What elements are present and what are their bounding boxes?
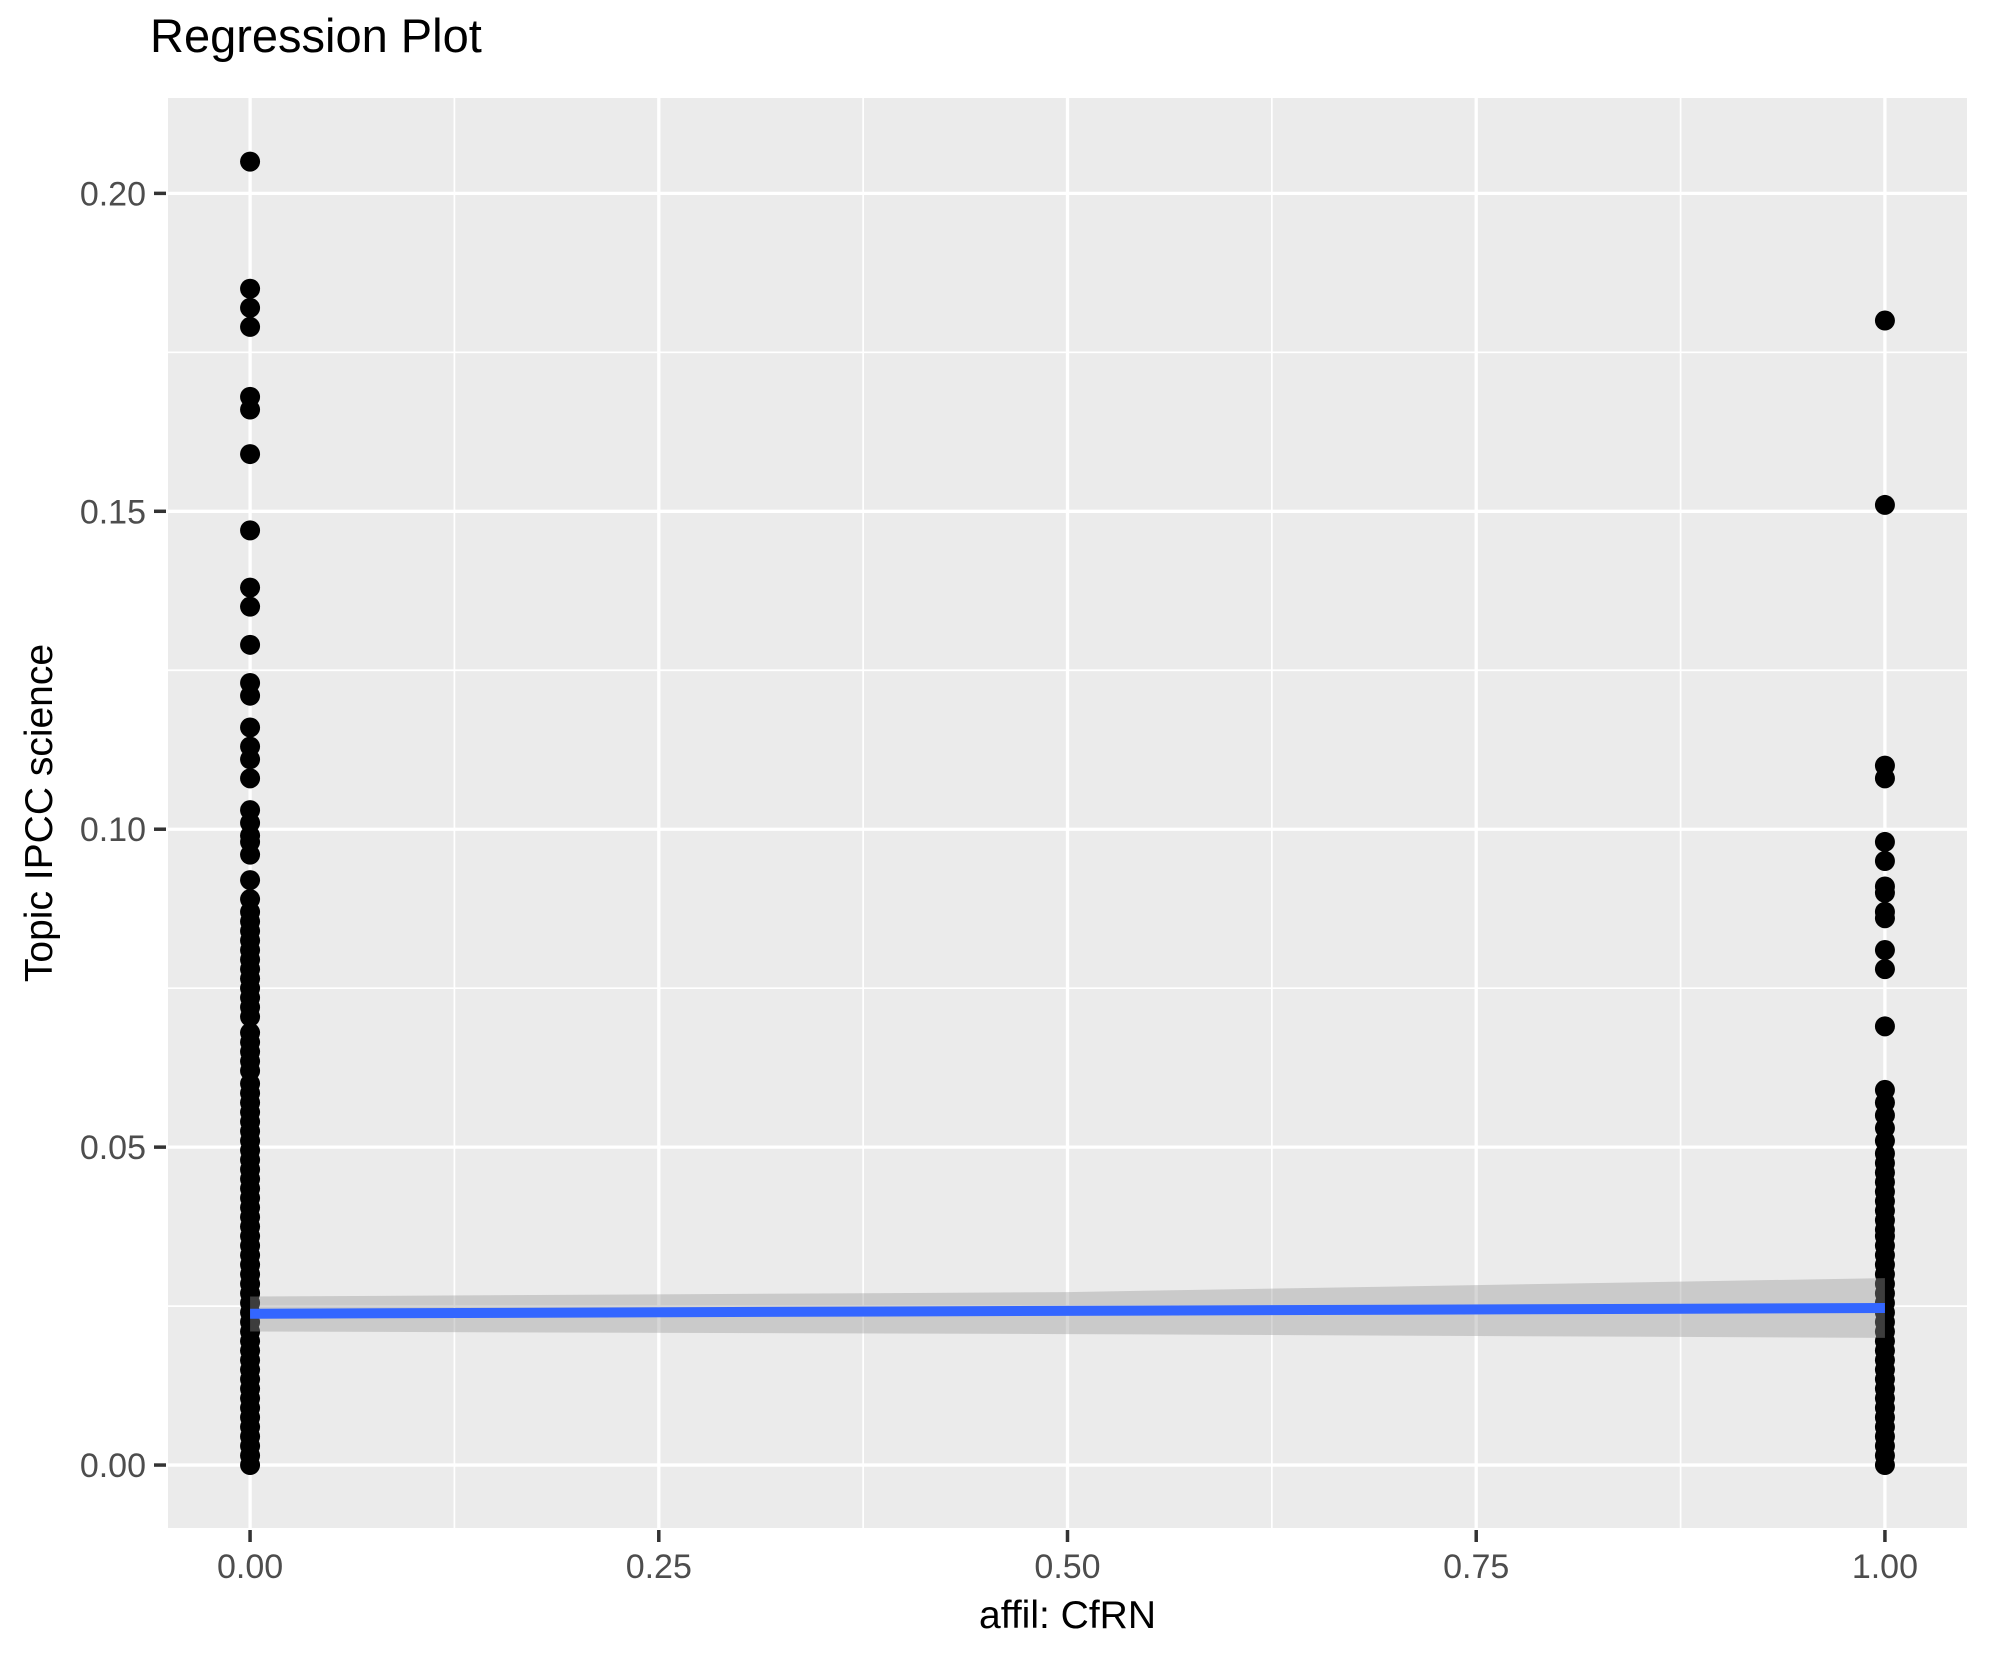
data-point: [240, 444, 261, 465]
y-tick-label: 0.20: [80, 175, 146, 213]
data-point: [240, 634, 261, 655]
data-point: [1874, 768, 1895, 789]
data-point: [240, 278, 261, 299]
data-point: [240, 1006, 261, 1027]
plot-title: Regression Plot: [150, 9, 482, 62]
data-point: [1874, 1016, 1895, 1037]
data-point: [1874, 940, 1895, 961]
data-point: [240, 596, 261, 617]
y-tick-label: 0.10: [80, 811, 146, 849]
y-tick-label: 0.15: [80, 493, 146, 531]
data-point: [1874, 959, 1895, 980]
data-point: [240, 685, 261, 706]
data-point: [240, 151, 261, 172]
data-point: [1874, 882, 1895, 903]
data-point: [1874, 310, 1895, 331]
data-point: [240, 749, 261, 770]
data-point: [240, 717, 261, 738]
data-point: [240, 520, 261, 541]
data-point: [240, 870, 261, 891]
data-point: [240, 844, 261, 865]
x-tick-label: 1.00: [1852, 1548, 1918, 1586]
data-point: [1874, 494, 1895, 515]
y-tick-label: 0.00: [80, 1447, 146, 1485]
y-tick-label: 0.05: [80, 1129, 146, 1167]
data-point: [1874, 908, 1895, 929]
data-point: [240, 577, 261, 598]
x-axis-title: affil: CfRN: [979, 1594, 1156, 1637]
data-point: [1874, 851, 1895, 872]
data-point: [240, 399, 261, 420]
x-tick-label: 0.25: [626, 1548, 692, 1586]
x-tick-label: 0.50: [1034, 1548, 1100, 1586]
data-point: [240, 297, 261, 318]
y-axis-title: Topic IPCC science: [18, 643, 61, 983]
data-point: [240, 1455, 261, 1476]
regression-line: [250, 1303, 1885, 1319]
data-point: [240, 316, 261, 337]
data-point: [240, 768, 261, 789]
x-tick-label: 0.75: [1443, 1548, 1509, 1586]
data-point: [1874, 1455, 1895, 1476]
data-point: [1874, 831, 1895, 852]
x-tick-label: 0.00: [217, 1548, 283, 1586]
